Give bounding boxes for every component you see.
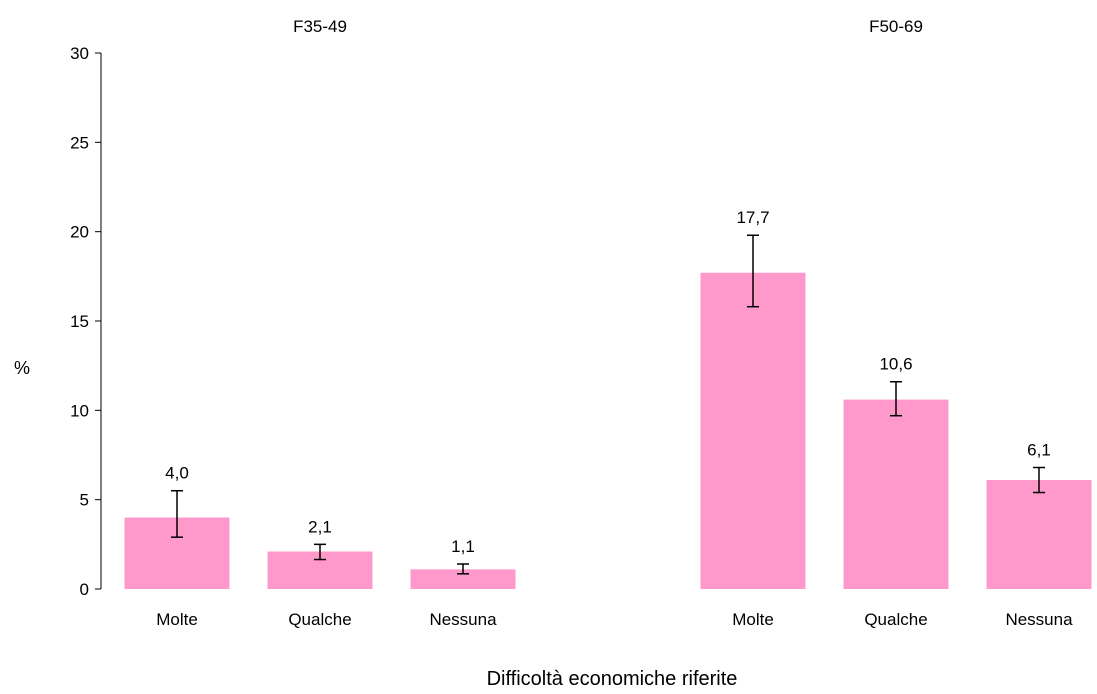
data-label: 10,6: [879, 355, 912, 374]
data-label: 2,1: [308, 517, 332, 536]
category-label: Molte: [156, 610, 198, 629]
y-axis: 0 5 10 15 20 25 30: [70, 44, 102, 599]
bar: [410, 569, 516, 589]
y-tick-label: 15: [70, 312, 89, 331]
data-label: 17,7: [736, 208, 769, 227]
category-label: Molte: [732, 610, 774, 629]
data-label: 1,1: [451, 537, 475, 556]
y-tick-label: 10: [70, 401, 89, 420]
group-titles: F35-49 F50-69: [293, 17, 923, 36]
category-label: Qualche: [864, 610, 927, 629]
category-label: Qualche: [288, 610, 351, 629]
y-tick-label: 25: [70, 133, 89, 152]
y-tick-label: 30: [70, 44, 89, 63]
bar: [700, 272, 806, 589]
data-label: 6,1: [1027, 441, 1051, 460]
bars: 4,0 2,1 1,1 17,7 10,6 6,1: [124, 208, 1092, 589]
category-label: Nessuna: [429, 610, 497, 629]
y-axis-label: %: [14, 358, 30, 378]
y-tick-label: 5: [80, 491, 89, 510]
y-tick-label: 20: [70, 223, 89, 242]
group-title: F35-49: [293, 17, 347, 36]
category-label: Nessuna: [1005, 610, 1073, 629]
data-label: 4,0: [165, 464, 189, 483]
bar: [843, 399, 949, 589]
category-labels: Molte Qualche Nessuna Molte Qualche Nessuna: [156, 610, 1073, 629]
y-tick-label: 0: [80, 580, 89, 599]
bar: [986, 480, 1092, 589]
x-axis-label: Difficoltà economiche riferite: [487, 668, 738, 690]
group-title: F50-69: [869, 17, 923, 36]
